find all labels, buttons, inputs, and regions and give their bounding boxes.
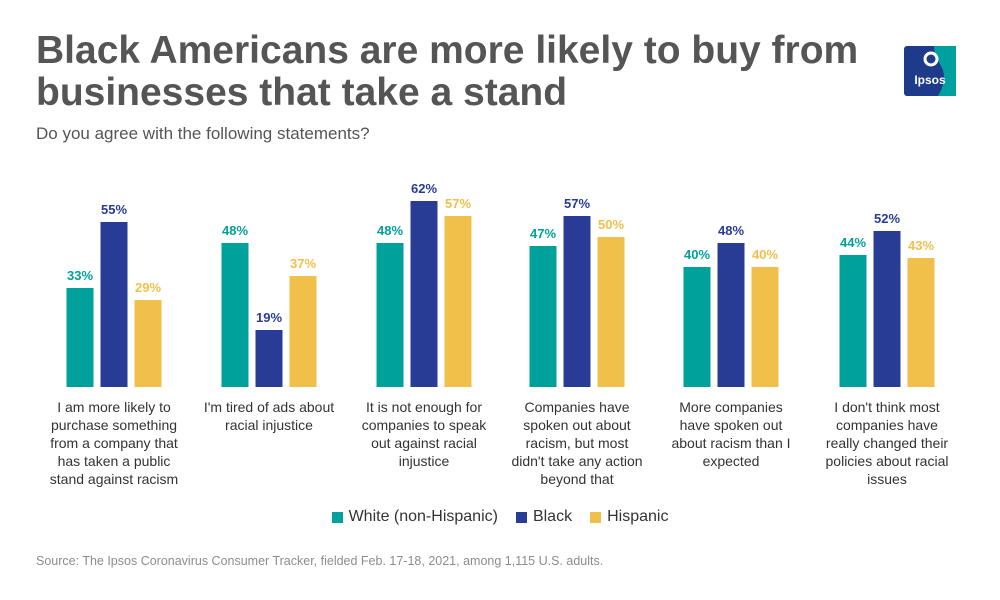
data-label-hispanic-1: 29% — [135, 280, 161, 295]
chart-legend: White (non-Hispanic) Black Hispanic — [0, 508, 1000, 526]
bar-white-2 — [221, 243, 249, 387]
category-label-line: issues — [867, 471, 907, 487]
data-label-black-5: 48% — [718, 223, 744, 238]
legend-label-black: Black — [532, 508, 573, 525]
data-label-black-2: 19% — [256, 310, 282, 325]
bar-hispanic-5 — [751, 267, 779, 387]
legend-item-black: Black — [515, 508, 573, 526]
data-label-white-2: 48% — [222, 223, 248, 238]
bar-white-1 — [66, 288, 94, 387]
bar-chart: 33% 55% 29% 48% 19% 37% 48% 62% 57% 47% 57% 50% 40% 4… — [66, 181, 935, 387]
bar-black-4 — [563, 216, 591, 387]
data-label-black-1: 55% — [101, 202, 127, 217]
category-label-line: Companies have — [524, 399, 630, 415]
data-label-black-4: 57% — [564, 196, 590, 211]
category-label-line: racial injustice — [225, 417, 313, 433]
data-label-hispanic-5: 40% — [752, 247, 778, 262]
bar-white-6 — [839, 255, 867, 387]
category-label-line: I am more likely to — [57, 399, 171, 415]
legend-label-white: White (non-Hispanic) — [348, 508, 498, 525]
category-label-5: More companies have spoken out about racis… — [651, 398, 811, 470]
ipsos-logo: Ipsos — [904, 46, 956, 96]
bar-white-5 — [683, 267, 711, 387]
legend-swatch-hispanic — [590, 511, 602, 523]
legend-label-hispanic: Hispanic — [607, 508, 669, 525]
category-label-line: out against racial — [371, 435, 477, 451]
category-label-line: spoken out about — [523, 417, 631, 433]
category-label-line: purchase something — [50, 417, 178, 433]
category-label-line: have spoken out — [679, 417, 783, 433]
category-label-line: I'm tired of ads about — [203, 399, 335, 415]
category-label-line: didn't take any action — [511, 453, 643, 469]
category-label-line: really changed their — [825, 435, 949, 451]
source-note: Source: The Ipsos Coronavirus Consumer T… — [36, 554, 604, 568]
category-label-line: policies about racial — [825, 453, 949, 469]
bar-white-3 — [376, 243, 404, 387]
data-label-black-3: 62% — [411, 181, 437, 196]
category-label-line: expected — [702, 453, 760, 469]
category-label-line: beyond that — [540, 471, 614, 487]
category-label-line: More companies — [679, 399, 783, 415]
bar-black-5 — [717, 243, 745, 387]
category-label-line: companies to speak — [361, 417, 487, 433]
page-title: Black Americans are more likely to buy f… — [36, 29, 859, 114]
category-label-1: I am more likely to purchase something fro… — [34, 398, 194, 488]
bar-hispanic-3 — [444, 216, 472, 387]
category-label-line: stand against racism — [49, 471, 179, 487]
category-label-3: It is not enough for companies to speak ou… — [344, 398, 504, 470]
bar-hispanic-1 — [134, 300, 162, 387]
logo-text: Ipsos — [914, 73, 946, 87]
data-label-black-6: 52% — [874, 211, 900, 226]
data-label-white-6: 44% — [840, 235, 866, 250]
legend-item-white: White (non-Hispanic) — [331, 508, 498, 526]
category-label-line: injustice — [398, 453, 450, 469]
ipsos-logo-icon — [904, 46, 956, 96]
bar-hispanic-4 — [597, 237, 625, 387]
data-label-hispanic-6: 43% — [908, 238, 934, 253]
bar-hispanic-2 — [289, 276, 317, 387]
category-label-line: companies have — [836, 417, 938, 433]
data-label-white-4: 47% — [530, 226, 556, 241]
data-label-hispanic-4: 50% — [598, 217, 624, 232]
data-label-hispanic-3: 57% — [445, 196, 471, 211]
category-label-4: Companies have spoken out about racism, bu… — [497, 398, 657, 488]
category-label-line: from a company that — [50, 435, 178, 451]
chart-subtitle: Do you agree with the following statemen… — [36, 124, 370, 143]
bar-white-4 — [529, 246, 557, 387]
category-label-2: I'm tired of ads about racial injustice — [189, 398, 349, 434]
category-label-6: I don't think most companies have really c… — [807, 398, 967, 488]
category-label-line: racism, but most — [525, 435, 629, 451]
data-label-hispanic-2: 37% — [290, 256, 316, 271]
category-label-line: has taken a public — [57, 453, 171, 469]
bar-black-3 — [410, 201, 438, 387]
category-label-line: It is not enough for — [366, 399, 482, 415]
category-label-line: about racism than I — [671, 435, 791, 451]
bar-black-6 — [873, 231, 901, 387]
bar-hispanic-6 — [907, 258, 935, 387]
category-label-line: I don't think most — [834, 399, 940, 415]
data-label-white-1: 33% — [67, 268, 93, 283]
data-label-white-3: 48% — [377, 223, 403, 238]
bar-black-2 — [255, 330, 283, 387]
legend-item-hispanic: Hispanic — [590, 508, 668, 526]
legend-swatch-black — [515, 511, 527, 523]
data-label-white-5: 40% — [684, 247, 710, 262]
bar-black-1 — [100, 222, 128, 387]
legend-swatch-white — [331, 511, 343, 523]
